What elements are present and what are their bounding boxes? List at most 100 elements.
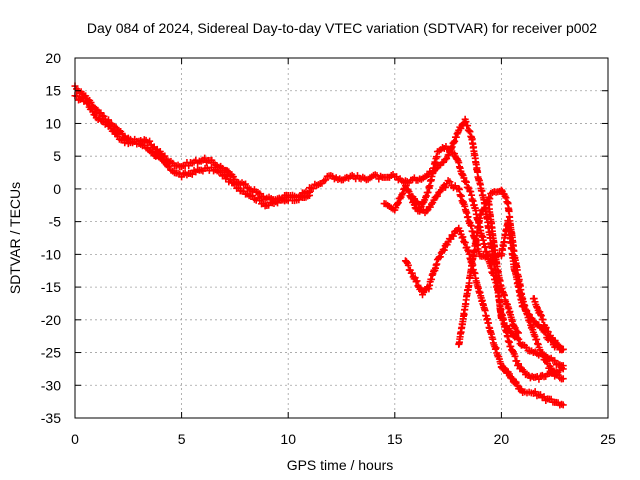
data-point	[500, 366, 508, 374]
y-tick-label: 20	[45, 50, 61, 66]
data-point	[413, 277, 421, 285]
data-point	[404, 186, 412, 194]
data-point	[544, 328, 552, 336]
plot-frame	[74, 57, 609, 419]
data-point	[516, 385, 524, 393]
data-point	[514, 360, 522, 368]
data-point	[111, 122, 119, 130]
data-point	[452, 133, 460, 141]
data-point	[416, 206, 424, 214]
data-point	[559, 401, 567, 409]
data-point	[547, 364, 555, 372]
data-point	[217, 168, 225, 176]
data-point	[459, 233, 467, 241]
data-point	[393, 200, 401, 208]
data-marks	[71, 82, 567, 409]
data-point	[201, 154, 209, 162]
data-point	[467, 188, 475, 196]
y-tick-label: -5	[49, 214, 62, 230]
data-point	[450, 138, 458, 146]
data-point	[223, 167, 231, 175]
data-point	[513, 328, 521, 336]
x-axis-ticks: 0 5 10 15 20 25	[71, 58, 616, 447]
x-tick-label: 20	[494, 431, 510, 447]
y-axis-title: SDTVAR / TECUs	[7, 182, 23, 294]
data-point	[511, 352, 519, 360]
data-point	[87, 98, 95, 106]
data-point	[559, 345, 567, 353]
data-point	[441, 183, 449, 191]
data-point	[515, 335, 523, 343]
x-axis-title: GPS time / hours	[287, 457, 394, 473]
data-point	[440, 246, 448, 254]
data-point	[461, 238, 469, 246]
data-point	[554, 340, 562, 348]
data-point	[533, 335, 541, 343]
data-point	[443, 155, 451, 163]
data-point	[510, 322, 518, 330]
data-point	[309, 185, 317, 193]
data-point	[458, 234, 466, 242]
data-point	[464, 183, 472, 191]
x-tick-label: 5	[178, 431, 186, 447]
data-point	[551, 357, 559, 365]
data-point	[424, 188, 432, 196]
series-track-10	[529, 295, 567, 354]
data-point	[447, 145, 455, 153]
data-point	[146, 137, 154, 145]
data-point	[451, 137, 459, 145]
x-tick-label: 0	[71, 431, 79, 447]
y-tick-label: -35	[41, 410, 61, 426]
data-point	[422, 193, 430, 201]
data-point	[453, 130, 461, 138]
chart-title: Day 084 of 2024, Sidereal Day-to-day VTE…	[87, 20, 597, 36]
data-point	[507, 342, 515, 350]
data-point	[509, 375, 517, 383]
series-track-2	[71, 82, 314, 204]
data-point	[188, 170, 196, 178]
series-track-7	[455, 186, 567, 383]
data-point	[540, 393, 548, 401]
x-tick-label: 10	[280, 431, 296, 447]
data-point	[436, 253, 444, 261]
y-tick-label: -10	[41, 246, 61, 262]
y-tick-label: -30	[41, 377, 61, 393]
series-track-8	[485, 198, 522, 337]
data-point	[423, 207, 431, 215]
data-point	[446, 178, 454, 186]
data-point	[513, 334, 521, 342]
data-point	[441, 156, 449, 164]
data-point	[546, 332, 554, 340]
y-tick-label: -20	[41, 312, 61, 328]
data-point	[394, 199, 402, 207]
data-point	[457, 124, 465, 132]
data-point	[559, 365, 567, 373]
data-point	[118, 130, 126, 138]
y-tick-label: 10	[45, 115, 61, 131]
data-point	[551, 337, 559, 345]
y-tick-label: 0	[53, 181, 61, 197]
y-tick-label: -25	[41, 345, 61, 361]
data-point	[322, 176, 330, 184]
x-tick-label: 15	[387, 431, 403, 447]
data-point	[161, 152, 169, 160]
x-tick-label: 25	[600, 431, 616, 447]
grid	[75, 58, 608, 418]
data-point	[502, 194, 510, 202]
data-point	[462, 177, 470, 185]
series-track-9	[497, 363, 567, 409]
data-point	[531, 388, 539, 396]
y-tick-label: -15	[41, 279, 61, 295]
data-point	[539, 351, 547, 359]
series-track-5	[408, 142, 567, 383]
data-point	[92, 105, 100, 113]
data-point	[542, 324, 550, 332]
y-tick-label: 15	[45, 83, 61, 99]
data-point	[449, 232, 457, 240]
data-point	[505, 370, 513, 378]
data-point	[497, 186, 505, 194]
data-point	[399, 189, 407, 197]
data-point	[404, 261, 412, 269]
data-point	[408, 269, 416, 277]
data-point	[559, 375, 567, 383]
